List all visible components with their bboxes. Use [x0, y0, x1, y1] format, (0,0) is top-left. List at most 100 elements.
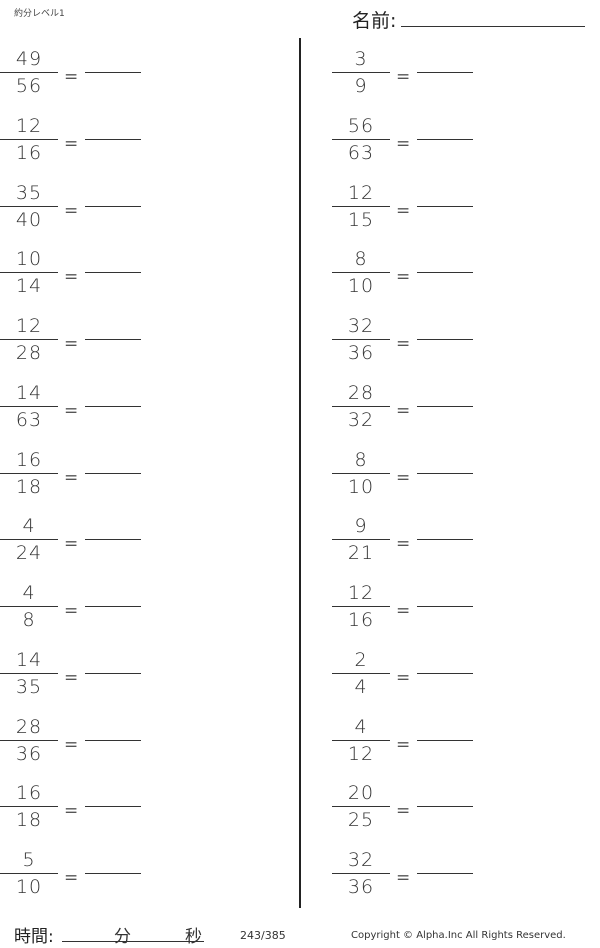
answer-field[interactable] [85, 272, 141, 274]
equals-sign: = [396, 734, 411, 755]
answer-field[interactable] [417, 138, 473, 140]
fraction-bar [0, 739, 58, 741]
fraction-bar [332, 339, 390, 340]
denominator: 36 [347, 342, 375, 364]
fraction-bar [332, 672, 390, 674]
equals-sign: = [64, 200, 79, 221]
equals-sign: = [396, 334, 411, 354]
answer-field[interactable] [417, 806, 473, 808]
answer-field[interactable] [85, 205, 141, 207]
fraction-bar [0, 873, 58, 874]
numerator: 56 [347, 114, 375, 137]
equals-sign: = [396, 534, 411, 555]
answer-field[interactable] [417, 272, 473, 274]
fraction-bar [0, 138, 58, 140]
answer-field[interactable] [417, 539, 473, 541]
numerator: 16 [15, 782, 43, 805]
fraction-bar [332, 472, 390, 474]
numerator: 10 [15, 248, 43, 271]
denominator: 36 [347, 876, 375, 898]
denominator: 8 [22, 609, 36, 631]
equals-sign: = [64, 67, 79, 87]
numerator: 12 [15, 114, 43, 137]
numerator: 32 [347, 315, 375, 337]
answer-field[interactable] [417, 873, 473, 874]
fraction-bar [0, 472, 58, 474]
equals-sign: = [396, 267, 411, 288]
name-label: 名前: [352, 10, 397, 32]
answer-field[interactable] [417, 72, 473, 73]
numerator: 16 [15, 448, 43, 471]
denominator: 14 [15, 275, 43, 298]
fraction-bar [0, 272, 58, 274]
fraction-bar [332, 272, 390, 274]
denominator: 15 [347, 208, 375, 231]
denominator: 63 [15, 408, 43, 431]
denominator: 25 [347, 809, 375, 832]
equals-sign: = [396, 400, 411, 421]
fraction-bar [0, 806, 58, 808]
name-field[interactable] [401, 26, 585, 27]
fraction-bar [332, 405, 390, 407]
answer-field[interactable] [85, 606, 141, 607]
equals-sign: = [64, 868, 79, 888]
equals-sign: = [64, 467, 79, 488]
fraction-bar [0, 539, 58, 541]
fraction-bar [0, 672, 58, 674]
denominator: 40 [15, 208, 43, 231]
equals-sign: = [396, 200, 411, 221]
numerator: 4 [22, 515, 36, 538]
equals-sign: = [396, 801, 411, 822]
equals-sign: = [64, 267, 79, 288]
answer-field[interactable] [85, 405, 141, 407]
equals-sign: = [396, 133, 411, 154]
answer-field[interactable] [85, 672, 141, 674]
denominator: 10 [347, 475, 375, 498]
answer-field[interactable] [85, 72, 141, 73]
answer-field[interactable] [417, 739, 473, 741]
denominator: 32 [347, 408, 375, 431]
numerator: 32 [347, 849, 375, 871]
answer-field[interactable] [85, 472, 141, 474]
denominator: 18 [15, 809, 43, 832]
column-divider [299, 38, 301, 908]
answer-field[interactable] [417, 205, 473, 207]
time-label: 時間: [14, 927, 54, 947]
fraction-bar [0, 405, 58, 407]
numerator: 49 [15, 48, 43, 70]
numerator: 12 [15, 315, 43, 337]
time-field[interactable] [62, 941, 204, 942]
equals-sign: = [64, 601, 79, 621]
fraction-bar [332, 739, 390, 741]
fraction-bar [332, 806, 390, 808]
denominator: 28 [15, 342, 43, 364]
answer-field[interactable] [417, 339, 473, 340]
numerator: 8 [354, 248, 368, 271]
copyright: Copyright © Alpha.Inc All Rights Reserve… [351, 930, 566, 941]
equals-sign: = [64, 734, 79, 755]
answer-field[interactable] [85, 739, 141, 741]
numerator: 20 [347, 782, 375, 805]
answer-field[interactable] [85, 339, 141, 340]
equals-sign: = [64, 334, 79, 354]
answer-field[interactable] [417, 405, 473, 407]
denominator: 9 [354, 75, 368, 97]
answer-field[interactable] [85, 873, 141, 874]
answer-field[interactable] [85, 539, 141, 541]
denominator: 16 [347, 609, 375, 631]
answer-field[interactable] [85, 138, 141, 140]
answer-field[interactable] [417, 472, 473, 474]
minutes-label: 分 [114, 927, 131, 947]
denominator: 36 [15, 742, 43, 765]
answer-field[interactable] [417, 672, 473, 674]
fraction-bar [0, 339, 58, 340]
numerator: 5 [22, 849, 36, 871]
answer-field[interactable] [417, 606, 473, 607]
equals-sign: = [64, 133, 79, 154]
worksheet-title: 約分レベル1 [14, 9, 65, 19]
denominator: 18 [15, 475, 43, 498]
page-number: 243/385 [240, 929, 286, 942]
denominator: 4 [354, 675, 368, 698]
answer-field[interactable] [85, 806, 141, 808]
